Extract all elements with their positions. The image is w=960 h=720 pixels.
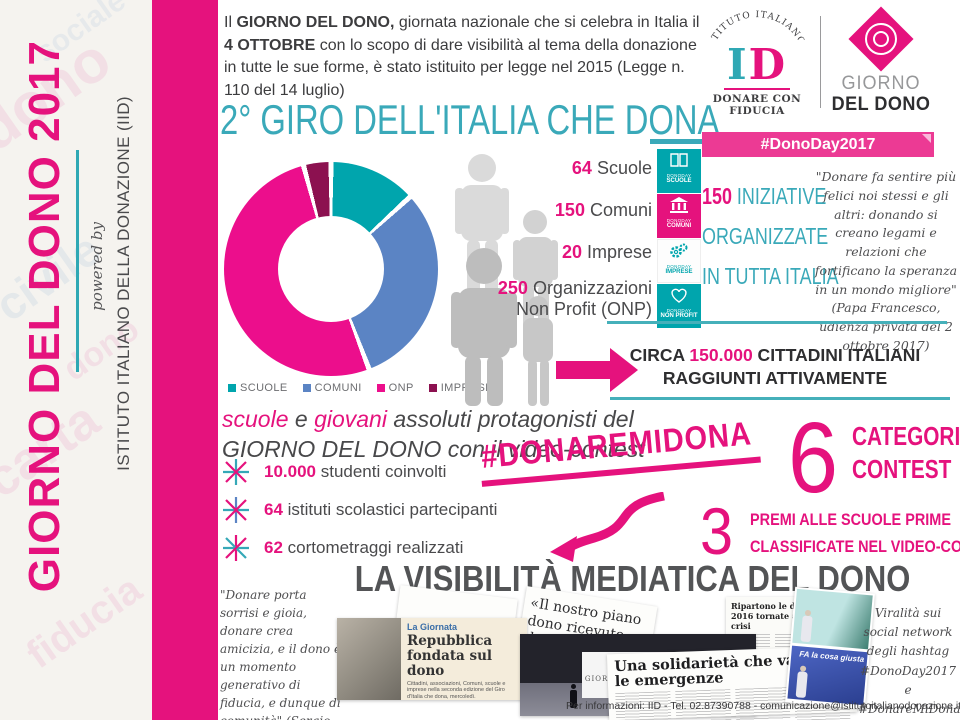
vertical-divider (76, 150, 79, 372)
legend-item: SCUOLE (228, 382, 288, 394)
powered-by-label: powered by (88, 222, 106, 311)
premi-label: PREMI ALLE SCUOLE PRIME CLASSIFICATE NEL… (750, 510, 960, 556)
badge-imprese: DONODAY IMPRESE (657, 239, 701, 283)
iniziative-line2: ORGANIZZATE (702, 223, 829, 249)
iniziative-block: 150 INIZIATIVE ORGANIZZATE IN TUTTA ITAL… (702, 176, 839, 296)
badge-scuole: DONODAY SCUOLE (657, 149, 701, 193)
asterisk-icon (223, 497, 249, 523)
organization-label: ISTITUTO ITALIANO DELLA DONAZIONE (IID) (114, 96, 133, 471)
video-contest-subheading: scuole e giovani assoluti protagonisti d… (222, 406, 645, 463)
teal-divider-top (607, 321, 947, 324)
asterisk-icon (223, 459, 249, 485)
intro-text: giornata nazionale che si celebra in Ita… (394, 14, 700, 31)
stat-imprese: 20 Imprese (561, 242, 652, 262)
legend-item: COMUNI (302, 382, 362, 394)
iid-tagline: DONARE CON FIDUCIA (712, 93, 802, 117)
legend-swatch (376, 384, 385, 392)
asterisk-icon (223, 535, 249, 561)
legend-swatch (428, 384, 437, 392)
iniziative-line3: IN TUTTA ITALIA (702, 263, 839, 289)
social-virality-note: Viralità sui social network degli hashta… (858, 606, 960, 716)
six-number: 6 (788, 402, 839, 514)
bullet-istituti: 64 istituti scolastici partecipanti (222, 496, 497, 524)
stat-comuni: 150 Comuni (554, 200, 652, 220)
intro-text: Il (224, 14, 237, 31)
diamond-knot-icon (848, 6, 914, 72)
news-clipping-la-giornata: La Giornata Repubblica fondata sul dono … (337, 618, 527, 700)
legend-swatch (302, 384, 311, 392)
donut-hole (278, 216, 384, 322)
svg-text:ISTITUTO ITALIANO DONAZIONE: ISTITUTO ITALIANO DONAZIONE (700, 6, 808, 40)
categorie-contest-label: CATEGORIE CONTEST (852, 421, 960, 484)
badge-nonprofit: DONODAY NON PROFIT (657, 284, 701, 328)
bank-icon (670, 197, 688, 213)
teal-divider-bottom (610, 397, 950, 400)
legend-swatch (228, 384, 236, 392)
tv-frame-bottom: FA la cosa giusta (787, 645, 868, 706)
giorno-del-dono-logo: GIORNO DEL DONO (828, 6, 934, 115)
iid-arc-text: ISTITUTO ITALIANO DONAZIONE (695, 0, 808, 53)
footer-contact: Per informazioni: IID - Tel. 02.87390788… (566, 700, 960, 712)
heading-rule (650, 139, 702, 144)
curved-arrow-icon (550, 492, 665, 562)
bullet-cortometraggi: 62 cortometraggi realizzati (222, 534, 497, 562)
category-badges: DONODAY SCUOLE DONODAY COMUNI DONODAY IM… (657, 149, 701, 329)
gdd-logo-line2: DEL DONO (831, 94, 931, 115)
iid-rule (724, 88, 790, 90)
magenta-bar (152, 0, 218, 720)
page-title: 2° GIRO DELL'ITALIA CHE DONA (220, 96, 720, 143)
reach-statement: CIRCA 150.000 CITTADINI ITALIANI RAGGIUN… (629, 345, 921, 388)
person-silhouette-icon (569, 684, 577, 708)
book-icon (670, 153, 688, 167)
vertical-title: GIORNO DEL DONO 2017 (20, 40, 69, 593)
bullet-studenti: 10.000 studenti coinvolti (222, 458, 497, 486)
badge-comuni: DONODAY COMUNI (657, 194, 701, 238)
iid-letters: ID (726, 40, 788, 89)
intro-paragraph: Il GIORNO DEL DONO, giornata nazionale c… (224, 12, 702, 103)
heart-icon (671, 288, 687, 303)
gdd-logo-line1: GIORNO (841, 73, 921, 94)
people-silhouettes-icon (451, 154, 558, 406)
newspaper-photo (337, 618, 401, 700)
intro-bold: GIORNO DEL DONO, (236, 14, 395, 31)
three-number: 3 (700, 494, 734, 568)
donoday-ribbon: #DonoDay2017 (702, 132, 934, 157)
intro-text: con lo scopo di dare visibilità al tema … (224, 36, 697, 100)
stat-scuole: 64 Scuole (571, 158, 652, 178)
iid-logo: ISTITUTO ITALIANO DONAZIONE ID DONARE CO… (695, 0, 814, 124)
arrow-right-icon (556, 348, 640, 392)
intro-bold: 4 OTTOBRE (224, 36, 316, 54)
quote-mattarella: "Donare porta sorrisi e gioia, donare cr… (220, 588, 341, 720)
stat-onp: 250 Organizzazioni Non Profit (ONP) (497, 278, 652, 319)
logo-divider (820, 16, 821, 108)
legend-item: ONP (376, 382, 414, 394)
donut-chart (224, 162, 438, 376)
quote-papa-francesco: "Donare fa sentire più felici noi stessi… (814, 169, 958, 353)
iniziative-line1: 150 INIZIATIVE (702, 183, 827, 209)
contest-bullets: 10.000 studenti coinvolti 64 istituti sc… (222, 458, 497, 572)
gears-icon (670, 243, 688, 258)
